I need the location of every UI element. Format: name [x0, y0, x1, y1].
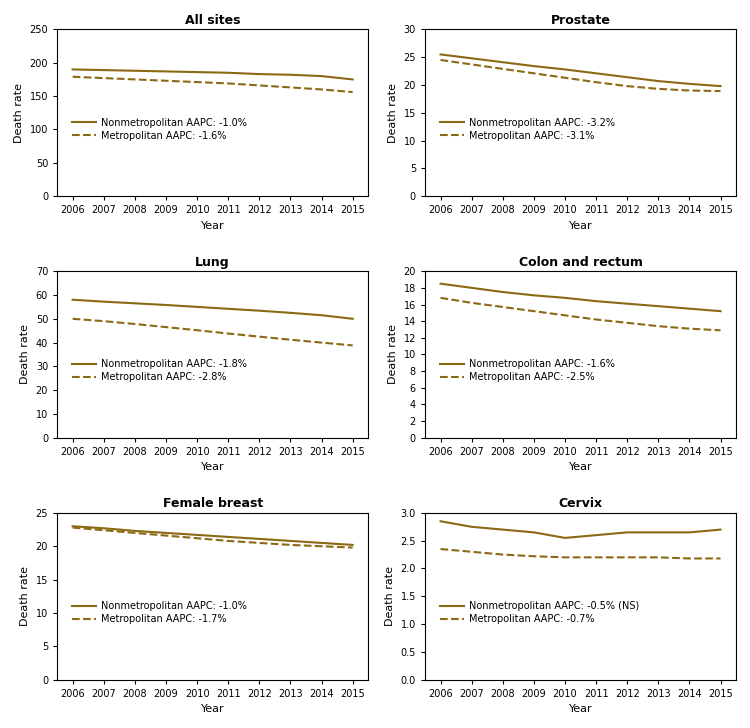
Legend: Nonmetropolitan AAPC: -1.0%, Metropolitan AAPC: -1.7%: Nonmetropolitan AAPC: -1.0%, Metropolita…	[68, 597, 251, 628]
Title: Prostate: Prostate	[550, 14, 610, 27]
X-axis label: Year: Year	[201, 704, 224, 714]
Title: Female breast: Female breast	[163, 497, 262, 510]
X-axis label: Year: Year	[568, 221, 592, 231]
Y-axis label: Death rate: Death rate	[20, 566, 30, 626]
Legend: Nonmetropolitan AAPC: -1.0%, Metropolitan AAPC: -1.6%: Nonmetropolitan AAPC: -1.0%, Metropolita…	[68, 114, 251, 145]
X-axis label: Year: Year	[201, 221, 224, 231]
X-axis label: Year: Year	[201, 462, 224, 472]
Title: All sites: All sites	[185, 14, 241, 27]
Title: Cervix: Cervix	[559, 497, 602, 510]
X-axis label: Year: Year	[568, 704, 592, 714]
X-axis label: Year: Year	[568, 462, 592, 472]
Y-axis label: Death rate: Death rate	[14, 83, 24, 143]
Y-axis label: Death rate: Death rate	[388, 83, 398, 143]
Y-axis label: Death rate: Death rate	[385, 566, 395, 626]
Legend: Nonmetropolitan AAPC: -1.8%, Metropolitan AAPC: -2.8%: Nonmetropolitan AAPC: -1.8%, Metropolita…	[68, 355, 251, 387]
Y-axis label: Death rate: Death rate	[388, 325, 398, 384]
Y-axis label: Death rate: Death rate	[20, 325, 30, 384]
Legend: Nonmetropolitan AAPC: -1.6%, Metropolitan AAPC: -2.5%: Nonmetropolitan AAPC: -1.6%, Metropolita…	[436, 355, 619, 387]
Title: Lung: Lung	[195, 256, 230, 269]
Title: Colon and rectum: Colon and rectum	[518, 256, 643, 269]
Legend: Nonmetropolitan AAPC: -3.2%, Metropolitan AAPC: -3.1%: Nonmetropolitan AAPC: -3.2%, Metropolita…	[436, 114, 619, 145]
Legend: Nonmetropolitan AAPC: -0.5% (NS), Metropolitan AAPC: -0.7%: Nonmetropolitan AAPC: -0.5% (NS), Metrop…	[436, 597, 644, 628]
